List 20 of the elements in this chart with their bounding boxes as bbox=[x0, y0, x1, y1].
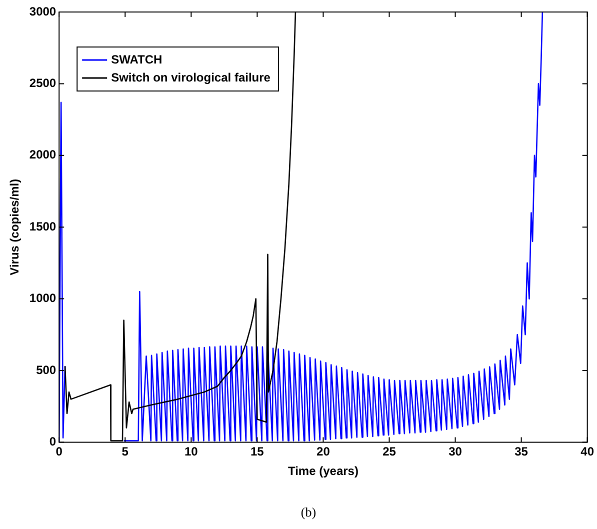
y-tick-label: 1000 bbox=[29, 291, 56, 306]
x-tick-label: 20 bbox=[316, 444, 330, 459]
y-axis-title: Virus (copies/ml) bbox=[8, 178, 22, 276]
x-axis-title: Time (years) bbox=[288, 464, 358, 478]
x-tick-label: 10 bbox=[184, 444, 198, 459]
legend-label: Switch on virological failure bbox=[111, 70, 271, 84]
text: (b) bbox=[300, 504, 316, 520]
y-tick-label: 0 bbox=[49, 434, 56, 449]
x-tick-label: 35 bbox=[514, 444, 528, 459]
y-tick-label: 2500 bbox=[29, 76, 56, 90]
y-tick-label: 3000 bbox=[29, 4, 56, 18]
x-tick-label: 5 bbox=[122, 444, 129, 459]
x-tick-label: 40 bbox=[580, 444, 594, 459]
y-tick-label: 2000 bbox=[29, 148, 56, 162]
y-tick-label: 500 bbox=[36, 362, 56, 377]
x-tick-label: 15 bbox=[250, 444, 264, 459]
legend-label: SWATCH bbox=[111, 52, 162, 66]
y-tick-label: 1500 bbox=[29, 219, 56, 234]
x-tick-label: 30 bbox=[448, 444, 462, 459]
x-tick-label: 25 bbox=[382, 444, 396, 459]
